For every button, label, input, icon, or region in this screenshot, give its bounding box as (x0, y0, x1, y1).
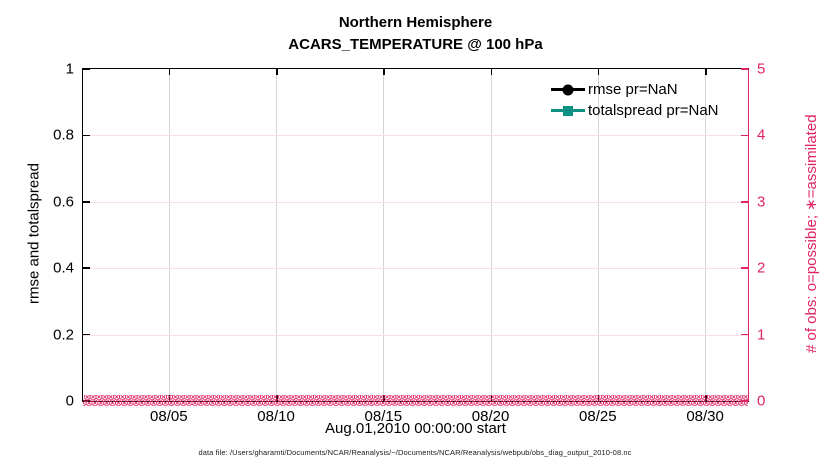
left-tick-mark (83, 400, 90, 402)
x-tick-mark (276, 395, 278, 401)
right-tick-label: 2 (757, 259, 766, 277)
x-gridline (168, 69, 170, 401)
right-axis-label: # of obs: o=possible; ∗=assimilated (803, 114, 820, 354)
legend-label-rmse: rmse pr=NaN (588, 81, 678, 98)
x-tick-mark (597, 395, 600, 401)
right-tick-label: 4 (757, 126, 766, 144)
x-gridline (383, 69, 385, 401)
right-tick-mark (741, 68, 748, 70)
right-tick-mark (741, 333, 748, 336)
x-gridline (490, 69, 492, 401)
legend-label-totalspread: totalspread pr=NaN (588, 102, 719, 119)
plot-area: rmse pr=NaN totalspread pr=NaN ⊗⊗⊗⊗⊗⊗⊗⊗⊗… (53, 61, 765, 426)
x-tick-label: 08/05 (150, 408, 188, 425)
x-tick-label: 08/25 (579, 408, 617, 425)
plot-title: Northern Hemisphere ACARS_TEMPERATURE @ … (83, 12, 748, 56)
x-tick-mark (705, 395, 707, 401)
right-tick-mark (741, 201, 748, 203)
x-tick-label: 08/20 (471, 408, 510, 425)
obs-marker-row: ⊗⊗⊗⊗⊗⊗⊗⊗⊗⊗⊗⊗⊗⊗⊗⊗⊗⊗⊗⊗⊗⊗⊗⊗⊗⊗⊗⊗⊗⊗⊗⊗⊗⊗⊗⊗⊗⊗⊗⊗… (83, 397, 748, 408)
rmse-line-marker-icon (551, 83, 585, 96)
legend-entry-totalspread: totalspread pr=NaN (551, 100, 719, 121)
y-gridline (83, 268, 748, 270)
legend: rmse pr=NaN totalspread pr=NaN (551, 79, 719, 121)
left-tick-label: 0.6 (53, 193, 74, 211)
x-tick-label: 08/30 (686, 408, 724, 425)
x-tick-mark (597, 69, 600, 75)
left-tick-label: 0 (65, 392, 74, 410)
x-tick-label: 08/10 (257, 408, 295, 425)
data-file-caption: data file: /Users/gharamti/Documents/NCA… (198, 448, 632, 457)
left-tick-mark (83, 267, 90, 269)
right-tick-label: 0 (757, 392, 766, 410)
y-gridline (83, 334, 748, 336)
left-tick-label: 0.4 (53, 259, 74, 277)
x-axis-label: Aug.01,2010 00:00:00 start (325, 420, 506, 437)
obs-marker-row: ⊗⊗⊗⊗⊗⊗⊗⊗⊗⊗⊗⊗⊗⊗⊗⊗⊗⊗⊗⊗⊗⊗⊗⊗⊗⊗⊗⊗⊗⊗⊗⊗⊗⊗⊗⊗⊗⊗⊗⊗… (83, 394, 748, 403)
x-tick-mark (383, 69, 385, 75)
left-tick-mark (83, 201, 90, 203)
legend-entry-rmse: rmse pr=NaN (551, 79, 719, 100)
x-tick-mark (168, 69, 171, 75)
x-gridline (705, 69, 707, 401)
right-tick-mark (741, 267, 748, 269)
right-tick-label: 1 (757, 326, 766, 344)
right-tick-label: 5 (757, 60, 766, 78)
left-tick-label: 0.2 (53, 326, 74, 344)
obs-count-marker-band: ⊗⊗⊗⊗⊗⊗⊗⊗⊗⊗⊗⊗⊗⊗⊗⊗⊗⊗⊗⊗⊗⊗⊗⊗⊗⊗⊗⊗⊗⊗⊗⊗⊗⊗⊗⊗⊗⊗⊗⊗… (83, 395, 748, 408)
left-tick-mark (83, 333, 90, 336)
x-tick-mark (383, 395, 385, 401)
x-gridline (276, 69, 278, 401)
x-tick-mark (168, 395, 171, 401)
y-gridline (83, 201, 748, 203)
title-line1: Northern Hemisphere (338, 14, 493, 31)
x-tick-mark (490, 69, 493, 75)
left-tick-mark (83, 134, 90, 137)
right-tick-mark (741, 134, 748, 137)
y-gridline (83, 135, 748, 137)
left-axis-label: rmse and totalspread (25, 163, 43, 305)
totalspread-line-marker-icon (551, 104, 585, 117)
title-line2: ACARS_TEMPERATURE @ 100 hPa (288, 36, 543, 53)
right-tick-mark (741, 400, 748, 402)
x-tick-mark (490, 395, 493, 401)
x-tick-label: 08/15 (364, 408, 403, 425)
left-tick-label: 1 (65, 60, 74, 78)
x-tick-mark (276, 69, 278, 75)
x-tick-mark (705, 69, 707, 75)
left-tick-label: 0.8 (53, 126, 74, 144)
left-tick-mark (83, 68, 90, 70)
right-tick-label: 3 (757, 193, 766, 211)
x-gridline (597, 69, 599, 401)
